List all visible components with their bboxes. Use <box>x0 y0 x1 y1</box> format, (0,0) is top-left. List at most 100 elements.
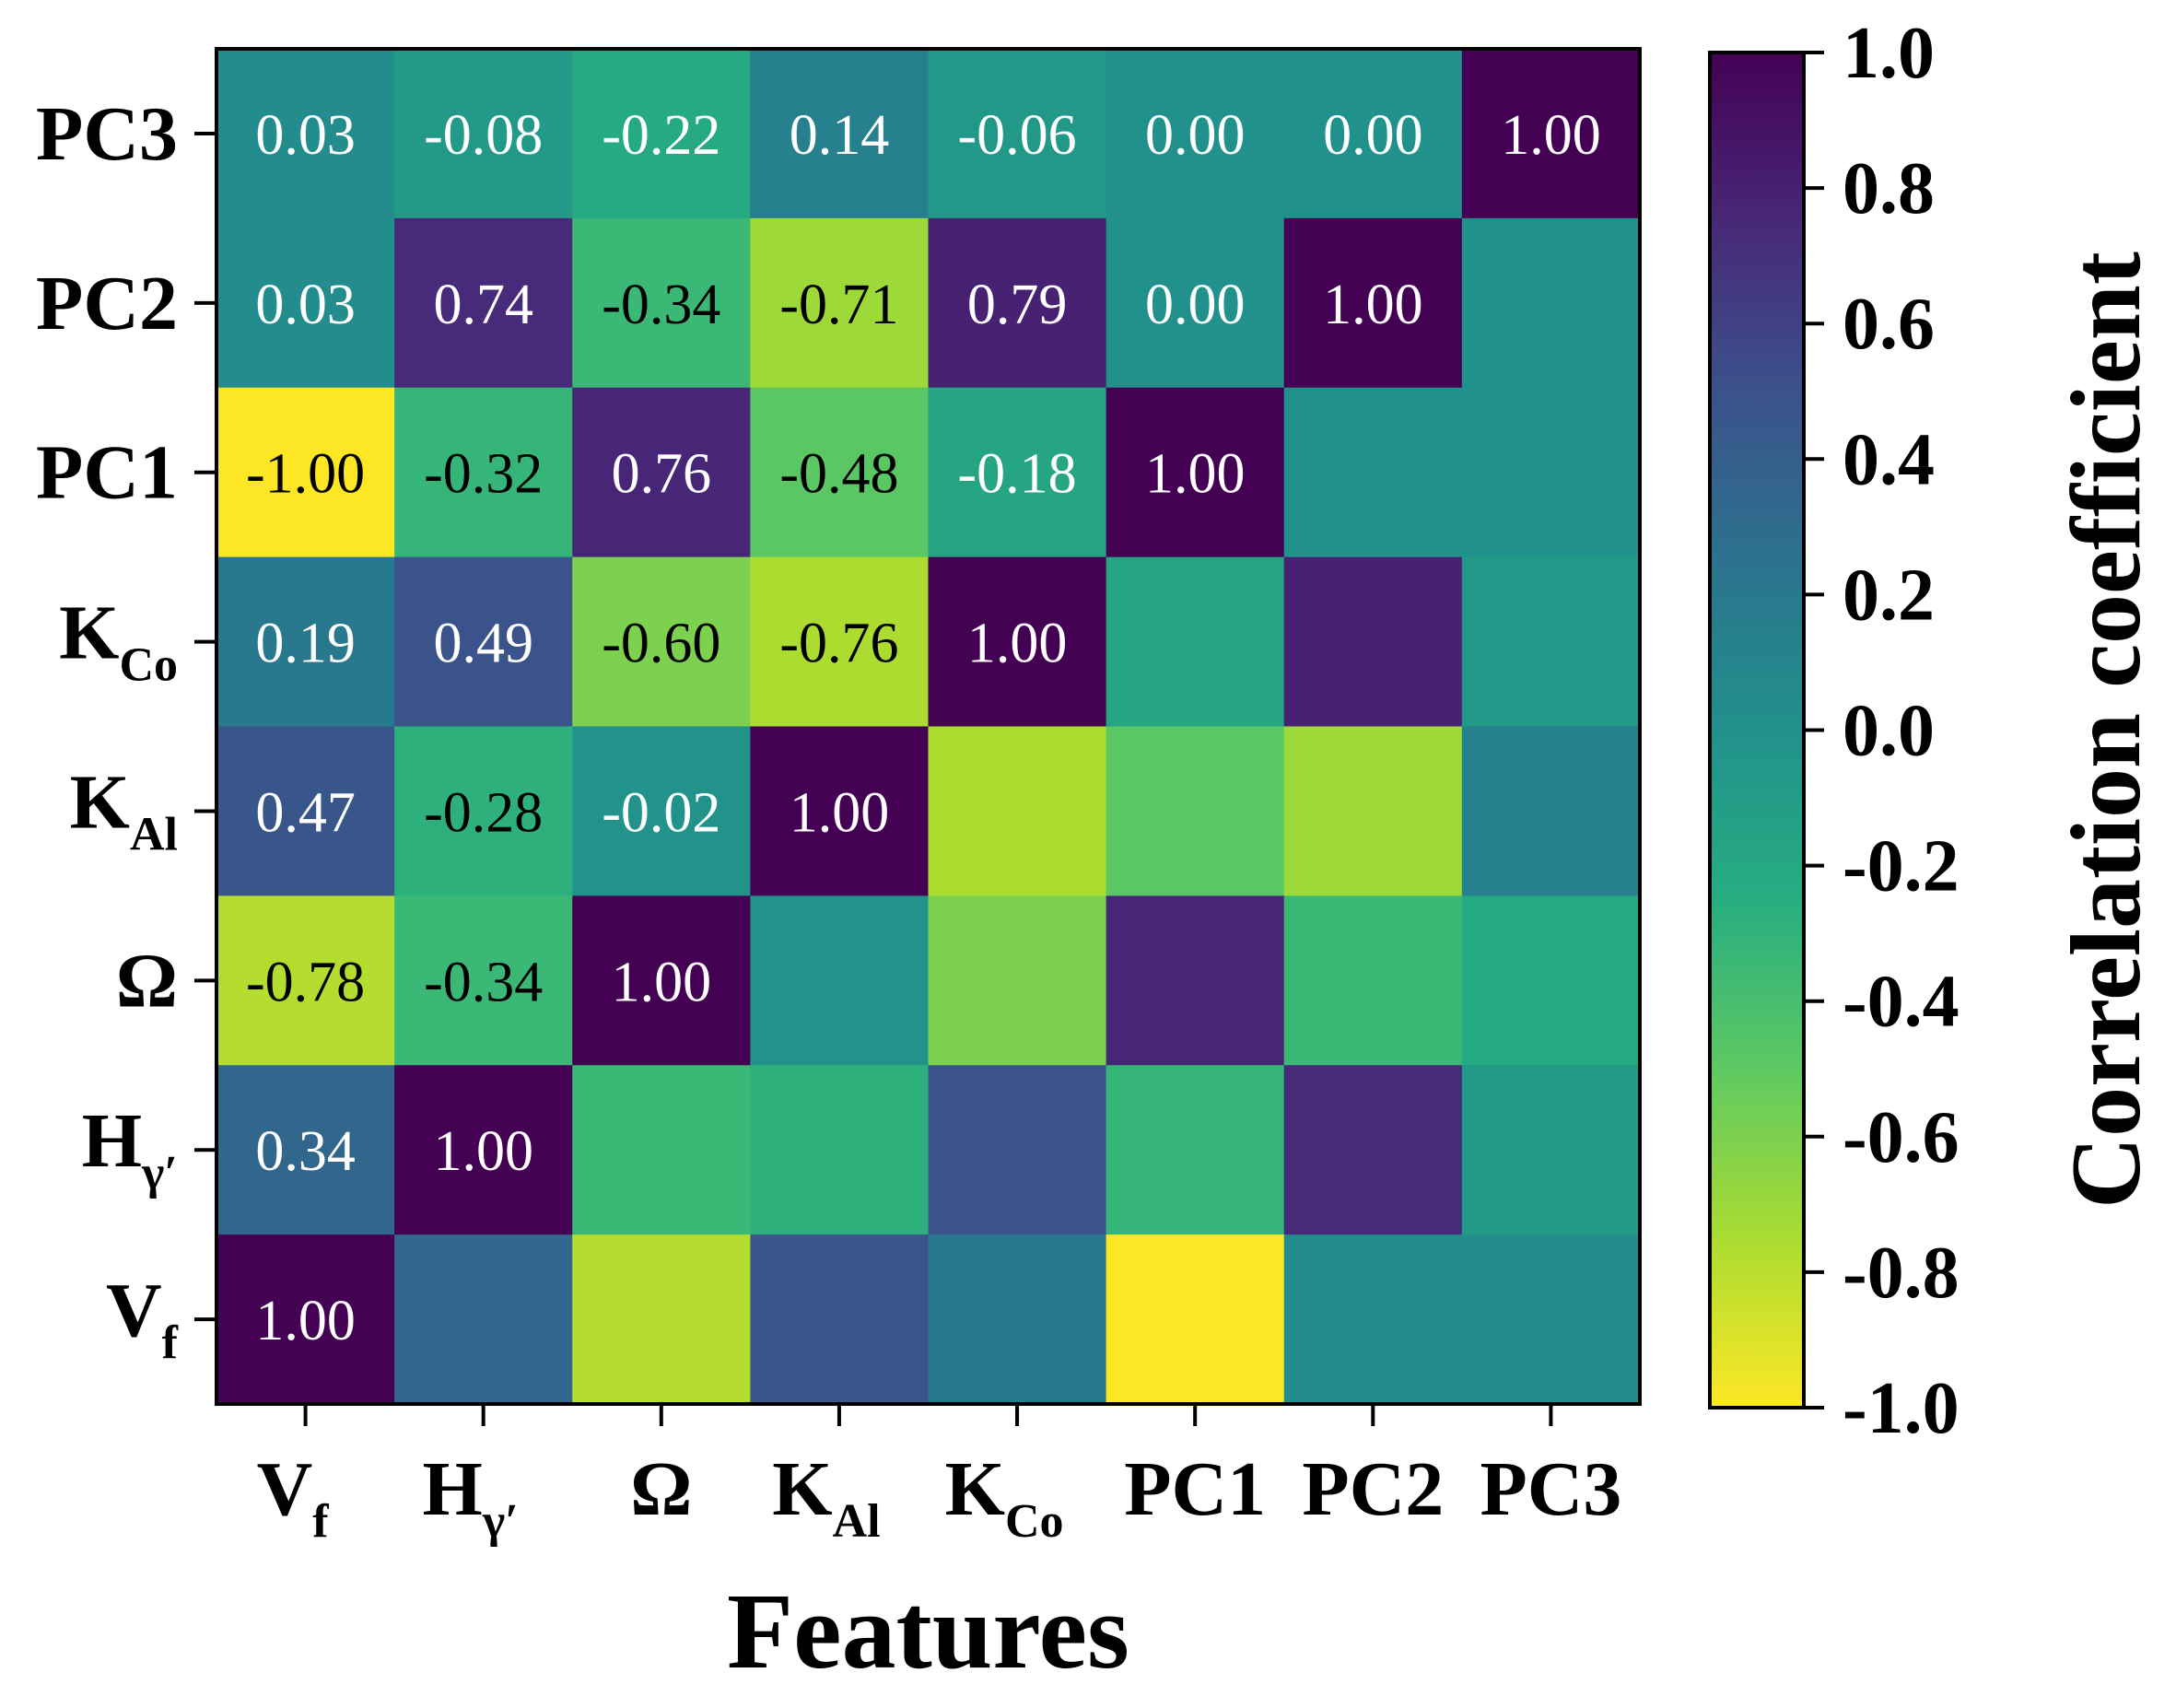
colorbar-tick-label: -0.4 <box>1843 962 1960 1043</box>
cell-value-pc1-h-gamma-prime: -0.32 <box>424 443 543 506</box>
heatmap-cell-labels: 0.03 -0.08 -0.22 0.14 -0.06 0.00 0.00 1.00 0.03 0… <box>246 104 1601 1352</box>
colorbar-tick-label: -1.0 <box>1843 1368 1960 1449</box>
cell-v-f-h-gamma-prime <box>394 1234 573 1405</box>
x-tick-label-pc3: PC3 <box>1480 1446 1621 1532</box>
cell-k-co-pc1 <box>1106 556 1285 728</box>
cell-pc2-pc1 <box>1106 217 1285 389</box>
cell-k-co-k-co <box>928 556 1107 728</box>
colorbar-title: Correlation coefficient <box>2052 252 2161 1209</box>
cell-pc3-omega <box>572 49 751 219</box>
x-tick-label-h-gamma-prime: Hγ′ <box>423 1446 519 1548</box>
cell-omega-k-al <box>750 895 930 1066</box>
cell-value-pc2-pc2: 1.00 <box>1323 274 1423 336</box>
cell-v-f-k-co <box>928 1234 1107 1405</box>
cell-v-f-pc1 <box>1106 1234 1285 1405</box>
cell-value-pc3-omega: -0.22 <box>602 104 720 167</box>
colorbar-tick-label: 1.0 <box>1843 13 1935 94</box>
cell-h-gamma-prime-h-gamma-prime <box>394 1065 573 1235</box>
cell-value-pc2-h-gamma-prime: 0.74 <box>433 274 533 336</box>
cell-h-gamma-prime-omega <box>572 1065 751 1235</box>
cell-h-gamma-prime-v-f <box>216 1065 395 1235</box>
cell-v-f-v-f <box>216 1234 395 1405</box>
cell-value-pc3-v-f: 0.03 <box>255 104 356 167</box>
cell-h-gamma-prime-pc3 <box>1461 1065 1641 1235</box>
colorbar-tick-label: -0.2 <box>1843 826 1960 907</box>
cell-pc2-pc2 <box>1283 217 1463 389</box>
cell-omega-k-co <box>928 895 1107 1066</box>
y-tick-label-v-f: Vf <box>106 1268 179 1369</box>
cell-pc2-v-f <box>216 217 395 389</box>
cell-value-k-co-v-f: 0.19 <box>255 613 356 675</box>
cell-k-co-k-al <box>750 556 930 728</box>
cell-pc2-h-gamma-prime <box>394 217 573 389</box>
x-tick-label-pc2: PC2 <box>1302 1446 1444 1532</box>
x-axis-title: Features <box>727 1571 1129 1691</box>
cell-value-omega-v-f: -0.78 <box>246 951 365 1013</box>
cell-value-pc1-k-co: -0.18 <box>957 443 1076 506</box>
y-tick-label-pc1: PC1 <box>36 430 178 516</box>
cell-value-k-co-omega: -0.60 <box>602 613 720 675</box>
cell-h-gamma-prime-pc2 <box>1283 1065 1463 1235</box>
cell-omega-pc3 <box>1461 895 1641 1066</box>
cell-value-pc3-pc1: 0.00 <box>1145 104 1246 167</box>
x-axis-ticks: Vf Hγ′ Ω KAl KCo PC1 PC2 PC3 <box>257 1404 1621 1548</box>
colorbar-tick-label: 0.4 <box>1843 419 1935 500</box>
cell-value-v-f-v-f: 1.00 <box>255 1290 356 1352</box>
y-tick-label-k-co: KCo <box>59 591 178 692</box>
colorbar-tick-label: 0.0 <box>1843 691 1935 772</box>
cell-pc2-k-al <box>750 217 930 389</box>
cell-pc2-omega <box>572 217 751 389</box>
colorbar-ticks: 1.0 0.8 0.6 0.4 0.2 0.0 -0.2 -0.4 -0.6 -0.8 -1.0 <box>1804 13 1960 1449</box>
cell-pc3-k-al <box>750 49 930 219</box>
cell-pc1-pc2 <box>1283 387 1463 558</box>
cell-value-pc2-omega: -0.34 <box>602 274 720 336</box>
cell-k-al-h-gamma-prime <box>394 726 573 896</box>
cell-k-co-pc2 <box>1283 556 1463 728</box>
cell-value-k-co-k-co: 1.00 <box>967 613 1068 675</box>
cell-omega-omega <box>572 895 751 1066</box>
cell-omega-h-gamma-prime <box>394 895 573 1066</box>
cell-pc1-v-f <box>216 387 395 558</box>
cell-value-k-co-k-al: -0.76 <box>779 613 898 675</box>
colorbar <box>1708 51 1806 1410</box>
cell-value-pc3-pc3: 1.00 <box>1501 104 1601 167</box>
cell-pc1-omega <box>572 387 751 558</box>
y-tick-label-pc3: PC3 <box>36 91 178 177</box>
cell-pc2-pc3 <box>1461 217 1641 389</box>
cell-value-pc3-k-al: 0.14 <box>790 104 890 167</box>
cell-value-omega-omega: 1.00 <box>612 951 712 1013</box>
colorbar-tick-label: 0.6 <box>1843 284 1935 365</box>
x-tick-label-omega: Ω <box>630 1446 692 1532</box>
cell-v-f-k-al <box>750 1234 930 1405</box>
y-axis-ticks: PC3 PC2 PC1 KCo KAl Ω Hγ′ Vf <box>36 91 216 1369</box>
x-tick-label-k-co: KCo <box>945 1446 1064 1548</box>
y-tick-label-omega: Ω <box>116 938 178 1024</box>
cell-pc1-k-co <box>928 387 1107 558</box>
x-tick-label-pc1: PC1 <box>1124 1446 1266 1532</box>
cell-pc3-pc1 <box>1106 49 1285 219</box>
cell-k-al-k-co <box>928 726 1107 896</box>
cell-value-k-al-v-f: 0.47 <box>255 781 356 844</box>
x-tick-label-v-f: Vf <box>257 1446 330 1548</box>
colorbar-tick-label: -0.8 <box>1843 1233 1960 1314</box>
cell-k-co-v-f <box>216 556 395 728</box>
cell-value-pc2-k-al: -0.71 <box>779 274 898 336</box>
cell-v-f-pc3 <box>1461 1234 1641 1405</box>
colorbar-tick-label: 0.2 <box>1843 555 1935 636</box>
cell-value-k-al-omega: -0.02 <box>602 781 720 844</box>
cell-pc1-pc3 <box>1461 387 1641 558</box>
cell-value-pc3-pc2: 0.00 <box>1323 104 1423 167</box>
cell-k-al-pc1 <box>1106 726 1285 896</box>
cell-value-omega-h-gamma-prime: -0.34 <box>424 951 543 1013</box>
cell-k-co-pc3 <box>1461 556 1641 728</box>
cell-v-f-pc2 <box>1283 1234 1463 1405</box>
cell-pc3-h-gamma-prime <box>394 49 573 219</box>
cell-value-k-al-k-al: 1.00 <box>790 781 890 844</box>
cell-k-al-k-al <box>750 726 930 896</box>
plot-frame <box>215 47 1642 1406</box>
cell-k-al-v-f <box>216 726 395 896</box>
y-tick-label-h-gamma-prime: Hγ′ <box>82 1098 178 1199</box>
cell-value-h-gamma-prime-v-f: 0.34 <box>255 1120 356 1183</box>
y-tick-label-pc2: PC2 <box>36 261 178 346</box>
